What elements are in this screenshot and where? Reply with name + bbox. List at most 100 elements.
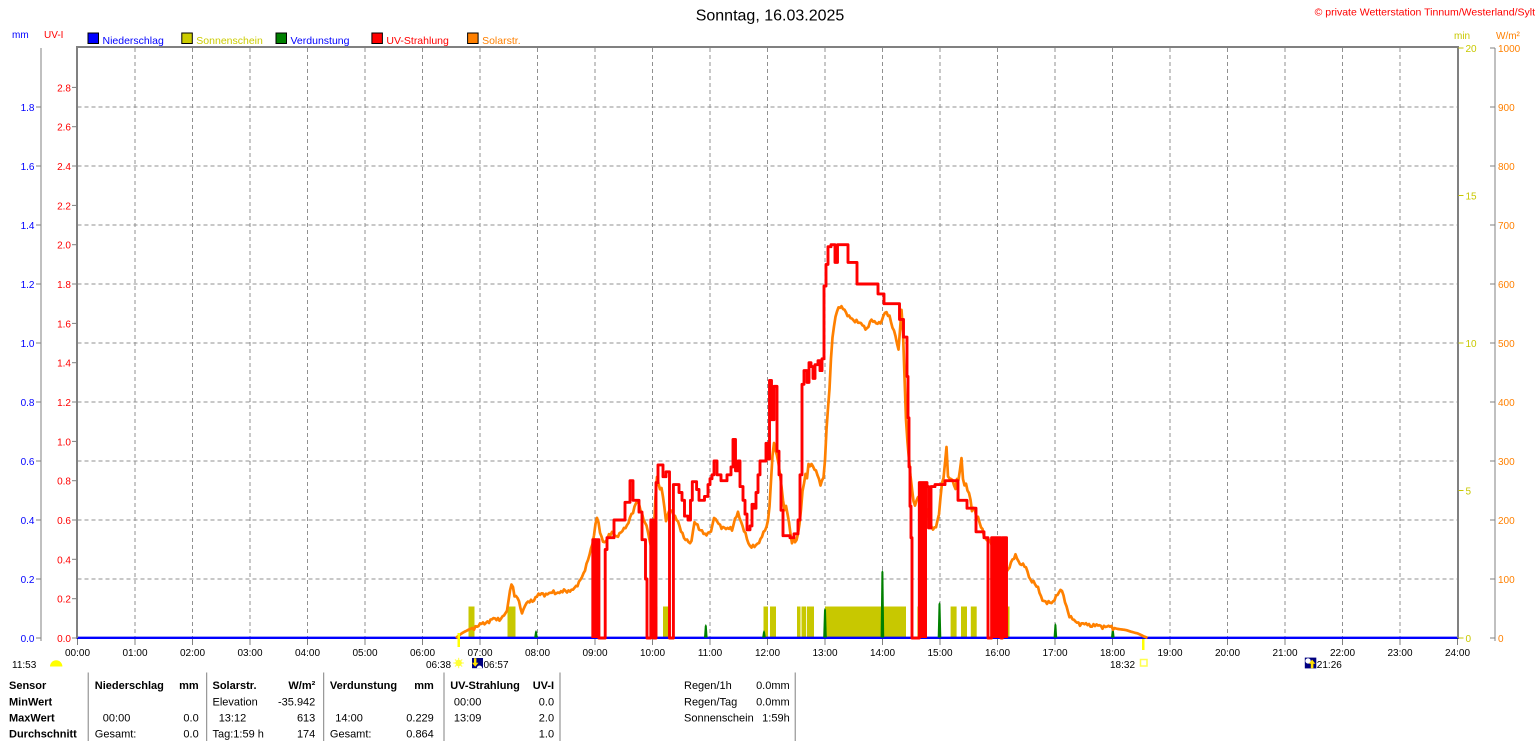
- svg-text:0.0: 0.0: [183, 713, 198, 725]
- svg-text:0.0: 0.0: [183, 729, 198, 741]
- svg-text:18:32: 18:32: [1110, 660, 1135, 671]
- svg-text:20:00: 20:00: [1215, 648, 1240, 659]
- svg-text:UV-I: UV-I: [533, 680, 554, 692]
- svg-text:700: 700: [1498, 221, 1515, 232]
- svg-text:08:00: 08:00: [525, 648, 550, 659]
- svg-text:1.8: 1.8: [57, 280, 71, 291]
- svg-text:Verdunstung: Verdunstung: [291, 35, 350, 47]
- svg-text:0.2: 0.2: [21, 575, 35, 586]
- svg-text:174: 174: [297, 729, 315, 741]
- svg-text:-35.942: -35.942: [278, 697, 315, 709]
- svg-text:Tag:1:59 h: Tag:1:59 h: [213, 729, 264, 741]
- svg-text:24:00: 24:00: [1445, 648, 1470, 659]
- svg-text:2.0: 2.0: [539, 713, 554, 725]
- svg-text:UV-Strahlung: UV-Strahlung: [386, 35, 449, 47]
- svg-text:06:00: 06:00: [410, 648, 435, 659]
- svg-text:1.4: 1.4: [57, 359, 71, 370]
- svg-text:Solarstr.: Solarstr.: [482, 35, 521, 47]
- svg-text:17:00: 17:00: [1042, 648, 1067, 659]
- svg-text:400: 400: [1498, 398, 1515, 409]
- svg-text:613: 613: [297, 713, 315, 725]
- svg-text:UV-Strahlung: UV-Strahlung: [450, 680, 520, 692]
- svg-text:10:00: 10:00: [640, 648, 665, 659]
- svg-text:1.0: 1.0: [539, 729, 554, 741]
- svg-text:500: 500: [1498, 339, 1515, 350]
- svg-text:01:00: 01:00: [122, 648, 147, 659]
- svg-text:0.0mm: 0.0mm: [756, 697, 790, 709]
- svg-text:07:00: 07:00: [467, 648, 492, 659]
- svg-text:16:00: 16:00: [985, 648, 1010, 659]
- svg-text:min: min: [1454, 31, 1470, 42]
- svg-text:19:00: 19:00: [1157, 648, 1182, 659]
- svg-text:Niederschlag: Niederschlag: [95, 680, 164, 692]
- svg-text:Niederschlag: Niederschlag: [103, 35, 164, 47]
- svg-text:00:00: 00:00: [103, 713, 131, 725]
- svg-text:0.8: 0.8: [21, 398, 35, 409]
- svg-text:13:00: 13:00: [812, 648, 837, 659]
- svg-text:20: 20: [1466, 44, 1478, 55]
- svg-text:200: 200: [1498, 516, 1515, 527]
- svg-text:5: 5: [1466, 487, 1472, 498]
- svg-text:Verdunstung: Verdunstung: [330, 680, 397, 692]
- svg-text:Elevation: Elevation: [213, 697, 258, 709]
- svg-text:14:00: 14:00: [335, 713, 363, 725]
- svg-text:2.2: 2.2: [57, 201, 71, 212]
- svg-text:MaxWert: MaxWert: [9, 713, 55, 725]
- svg-text:21:00: 21:00: [1272, 648, 1297, 659]
- svg-text:W/m²: W/m²: [288, 680, 315, 692]
- svg-text:13:12: 13:12: [219, 713, 247, 725]
- svg-text:1.6: 1.6: [21, 162, 35, 173]
- svg-text:UV-I: UV-I: [44, 30, 63, 41]
- svg-text:2.8: 2.8: [57, 83, 71, 94]
- svg-text:1.8: 1.8: [21, 103, 35, 114]
- svg-text:00:00: 00:00: [454, 697, 482, 709]
- svg-text:2.6: 2.6: [57, 123, 71, 134]
- svg-text:0.229: 0.229: [406, 713, 434, 725]
- svg-text:00:00: 00:00: [65, 648, 90, 659]
- svg-text:Durchschnitt: Durchschnitt: [9, 729, 77, 741]
- svg-text:0.0mm: 0.0mm: [756, 680, 790, 692]
- svg-text:0.6: 0.6: [21, 457, 35, 468]
- svg-text:14:00: 14:00: [870, 648, 895, 659]
- svg-text:06:38: 06:38: [426, 660, 451, 671]
- svg-text:11:00: 11:00: [698, 648, 723, 659]
- svg-text:Regen/1h: Regen/1h: [684, 680, 732, 692]
- svg-text:mm: mm: [12, 30, 29, 41]
- svg-text:0.6: 0.6: [57, 516, 71, 527]
- svg-text:18:00: 18:00: [1100, 648, 1125, 659]
- svg-text:W/m²: W/m²: [1496, 31, 1521, 42]
- svg-text:© private Wetterstation Tinnum: © private Wetterstation Tinnum/Westerlan…: [1315, 7, 1535, 19]
- svg-text:1.4: 1.4: [21, 221, 35, 232]
- svg-text:Sonntag, 16.03.2025: Sonntag, 16.03.2025: [696, 8, 845, 25]
- svg-text:0: 0: [1466, 634, 1472, 645]
- svg-text:11:53: 11:53: [12, 660, 37, 671]
- svg-text:1.0: 1.0: [21, 339, 35, 350]
- svg-text:0.864: 0.864: [406, 729, 434, 741]
- svg-text:1000: 1000: [1498, 44, 1521, 55]
- svg-text:Sonnenschein: Sonnenschein: [684, 713, 754, 725]
- svg-text:0: 0: [1498, 634, 1504, 645]
- svg-text:02:00: 02:00: [180, 648, 205, 659]
- svg-text:0.4: 0.4: [21, 516, 35, 527]
- svg-text:22:00: 22:00: [1330, 648, 1355, 659]
- svg-text:1.2: 1.2: [21, 280, 35, 291]
- svg-text:0.4: 0.4: [57, 555, 71, 566]
- svg-text:1.2: 1.2: [57, 398, 71, 409]
- svg-text:900: 900: [1498, 103, 1515, 114]
- svg-text:mm: mm: [179, 680, 199, 692]
- svg-text:Sensor: Sensor: [9, 680, 47, 692]
- svg-text:10: 10: [1466, 339, 1478, 350]
- svg-text:0.8: 0.8: [57, 477, 71, 488]
- svg-text:06:57: 06:57: [484, 660, 509, 671]
- svg-text:0.0: 0.0: [21, 634, 35, 645]
- svg-text:800: 800: [1498, 162, 1515, 173]
- svg-text:15: 15: [1466, 192, 1478, 203]
- svg-text:Gesamt:: Gesamt:: [330, 729, 372, 741]
- svg-text:05:00: 05:00: [352, 648, 377, 659]
- svg-text:1.0: 1.0: [57, 437, 71, 448]
- svg-text:12:00: 12:00: [755, 648, 780, 659]
- svg-text:21:26: 21:26: [1317, 660, 1342, 671]
- svg-text:Regen/Tag: Regen/Tag: [684, 697, 737, 709]
- svg-text:600: 600: [1498, 280, 1515, 291]
- svg-text:300: 300: [1498, 457, 1515, 468]
